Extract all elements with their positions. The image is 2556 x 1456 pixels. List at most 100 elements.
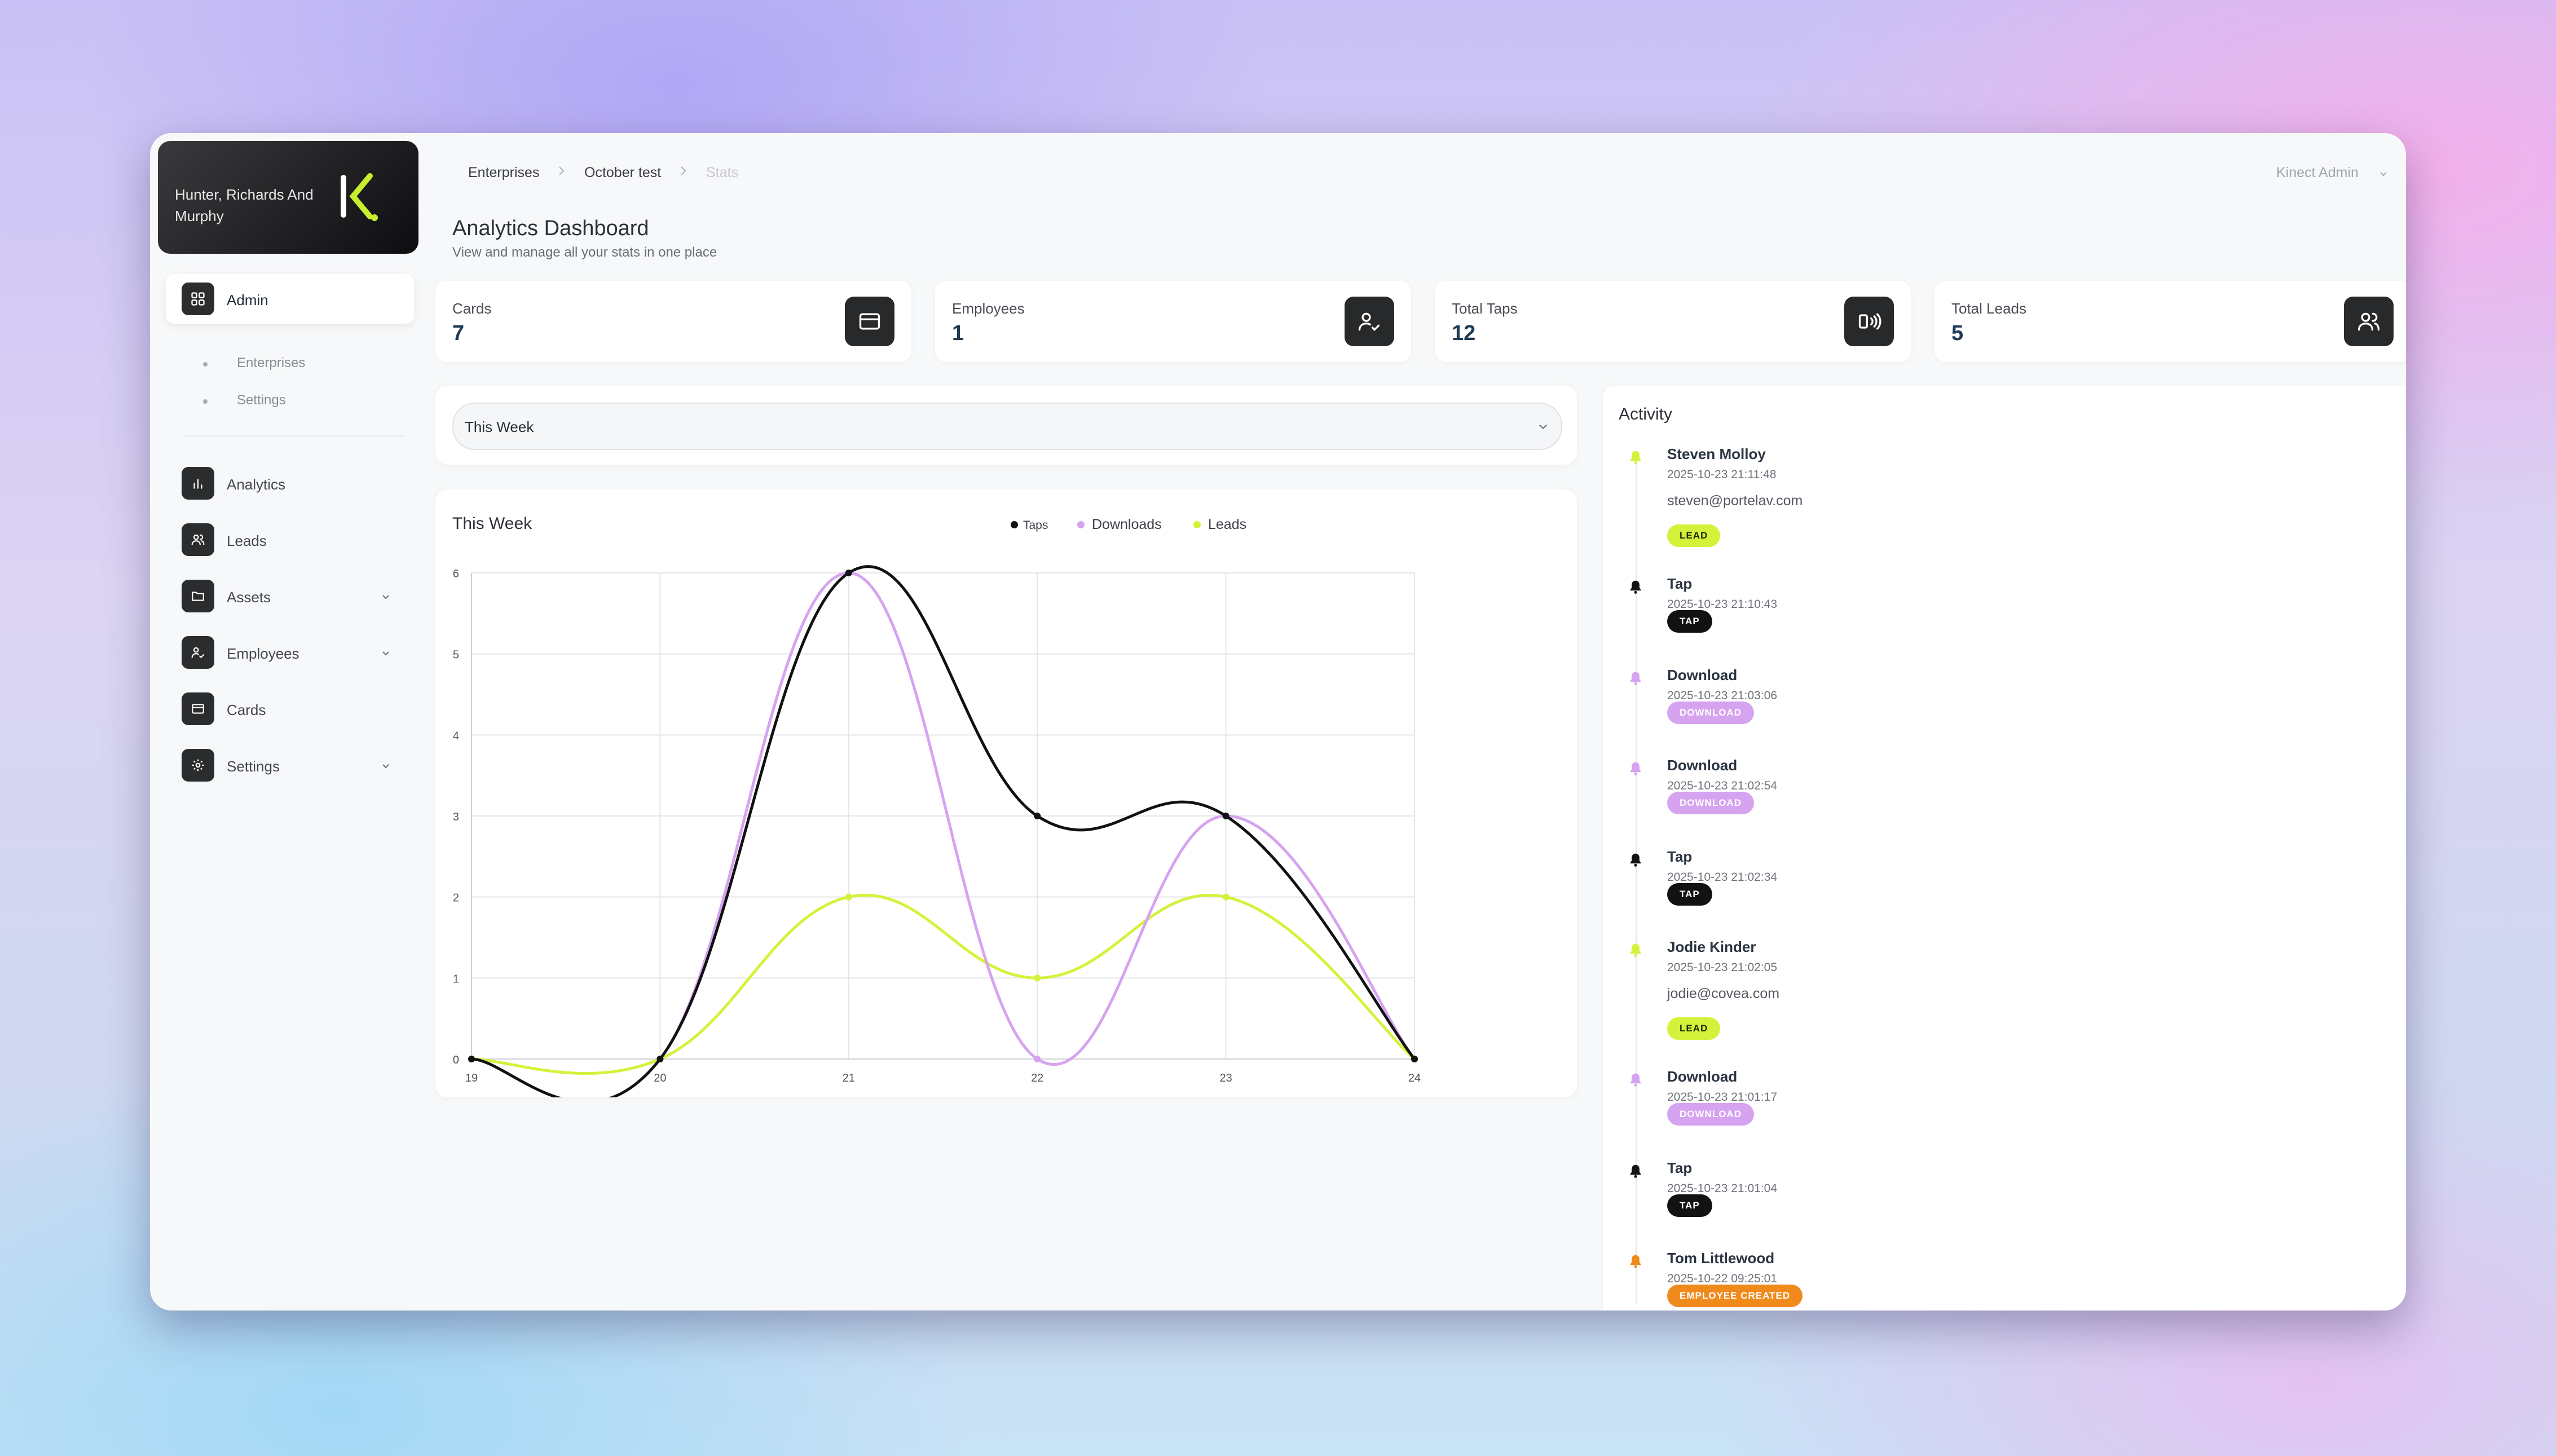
activity-timestamp: 2025-10-23 21:01:17 [1667, 1091, 1777, 1104]
legend-label-taps[interactable]: Taps [1023, 519, 1048, 532]
user-menu-label: Kinect Admin [2276, 165, 2359, 180]
company-brand-card[interactable]: Hunter, Richards And Murphy [158, 141, 418, 254]
y-tick-label: 4 [453, 730, 459, 742]
sidebar-subitem-enterprises[interactable]: Enterprises [237, 355, 306, 370]
activity-badge: EMPLOYEE CREATED [1667, 1285, 1803, 1307]
activity-badge: LEAD [1667, 524, 1721, 547]
activity-timestamp: 2025-10-23 21:03:06 [1667, 689, 1777, 702]
nfc-tap-icon [1844, 297, 1894, 346]
stat-card-total-leads: Total Leads 5 [1934, 281, 2406, 362]
sidebar: Hunter, Richards And Murphy Admin Enterp… [150, 133, 421, 1311]
data-point-taps [845, 570, 852, 576]
y-tick-label: 3 [453, 811, 459, 823]
activity-timestamp: 2025-10-23 21:01:04 [1667, 1182, 1777, 1195]
bell-icon [1630, 451, 1641, 464]
activity-item: Steven Molloy 2025-10-23 21:11:48 steven@p… [1603, 445, 1941, 547]
activity-item: Tap 2025-10-23 21:02:34 TAP [1603, 848, 1941, 927]
activity-badge: LEAD [1667, 1017, 1721, 1040]
date-range-select[interactable]: This Week [452, 403, 1562, 450]
activity-item: Tap 2025-10-23 21:10:43 TAP [1603, 575, 1941, 654]
sidebar-item-cards[interactable]: Cards [150, 689, 409, 729]
date-range-value: This Week [465, 418, 534, 435]
page-subtitle: View and manage all your stats in one pl… [452, 245, 717, 260]
chart-title: This Week [452, 514, 532, 533]
sidebar-subitem-settings[interactable]: Settings [237, 392, 286, 408]
activity-name: Download [1667, 667, 1738, 683]
legend-dot-downloads [1077, 521, 1085, 528]
x-tick-label: 21 [843, 1072, 855, 1084]
stat-value: 12 [1452, 321, 1476, 345]
sidebar-item-employees[interactable]: Employees [150, 633, 409, 672]
sidebar-item-admin[interactable]: Admin [166, 274, 414, 324]
sidebar-item-label: Cards [227, 701, 266, 718]
activity-email: jodie@covea.com [1667, 986, 1780, 1001]
sidebar-item-assets[interactable]: Assets [150, 576, 409, 616]
sidebar-divider [185, 435, 405, 436]
timeline-line [1636, 458, 1637, 1304]
sidebar-item-settings[interactable]: Settings [150, 745, 409, 785]
users-icon [2344, 297, 2394, 346]
bell-icon [1630, 853, 1641, 867]
activity-badge: DOWNLOAD [1667, 792, 1754, 814]
sidebar-item-leads[interactable]: Leads [150, 520, 409, 559]
credit-card-icon [845, 297, 894, 346]
chevron-right-icon [559, 166, 565, 175]
data-point-taps [1034, 813, 1041, 819]
sidebar-item-label: Employees [227, 645, 299, 662]
filter-card: This Week [435, 386, 1577, 465]
legend-label-downloads[interactable]: Downloads [1092, 517, 1162, 532]
y-tick-label: 1 [453, 973, 459, 985]
breadcrumb-item-october-test[interactable]: October test [584, 165, 662, 180]
series-line-downloads [471, 571, 1416, 1097]
data-point-taps [468, 1056, 475, 1062]
gear-icon [182, 749, 214, 782]
breadcrumb-item-enterprises[interactable]: Enterprises [468, 165, 540, 180]
data-point-downloads [1034, 1056, 1041, 1062]
legend-dot-leads [1193, 521, 1201, 528]
stat-card-employees: Employees 1 [935, 281, 1411, 362]
data-point-taps [1222, 813, 1229, 819]
activity-badge: TAP [1667, 1194, 1712, 1217]
activity-item: Jodie Kinder 2025-10-23 21:02:05 jodie@cov… [1603, 938, 1941, 1040]
y-tick-label: 6 [453, 568, 459, 580]
credit-card-icon [182, 692, 214, 725]
bell-icon [1630, 762, 1641, 775]
stat-label: Employees [952, 300, 1025, 317]
sidebar-item-analytics[interactable]: Analytics [150, 464, 409, 503]
activity-item: Download 2025-10-23 21:01:17 DOWNLOAD [1603, 1068, 1941, 1147]
activity-title: Activity [1619, 405, 1673, 423]
activity-name: Steven Molloy [1667, 445, 1766, 462]
stat-label: Total Leads [1951, 300, 2026, 317]
activity-name: Tap [1667, 575, 1693, 592]
series-line-leads [471, 894, 1416, 1075]
data-point-taps [1411, 1056, 1418, 1062]
user-menu[interactable]: Kinect Admin [2276, 165, 2389, 182]
activity-badge: TAP [1667, 610, 1712, 633]
activity-item: Tom Littlewood 2025-10-22 09:25:01 EMPLOYE… [1603, 1250, 1941, 1311]
company-name: Hunter, Richards And Murphy [175, 186, 314, 224]
chart-card: This Week Taps Downloads Leads 0 1 2 3 4 5 6 19… [435, 489, 1577, 1097]
bell-icon [1630, 1255, 1641, 1268]
activity-panel: Activity Steven Molloy 2025-10-23 21:11:4… [1603, 386, 2406, 1311]
sidebar-item-label: Admin [227, 292, 268, 308]
legend-label-leads[interactable]: Leads [1208, 517, 1247, 532]
series-line-taps [471, 565, 1416, 1097]
y-tick-label: 2 [453, 892, 459, 905]
x-tick-label: 19 [465, 1072, 478, 1084]
data-point-leads [845, 893, 852, 901]
stat-label: Total Taps [1452, 300, 1518, 317]
x-tick-label: 23 [1219, 1072, 1232, 1084]
data-point-taps [656, 1056, 664, 1062]
page-title: Analytics Dashboard [452, 217, 649, 240]
activity-name: Download [1667, 1068, 1738, 1085]
activity-timestamp: 2025-10-23 21:02:05 [1667, 961, 1777, 974]
activity-timestamp: 2025-10-23 21:11:48 [1667, 468, 1777, 481]
stat-value: 5 [1951, 321, 1964, 345]
stat-label: Cards [452, 300, 492, 317]
activity-badge: TAP [1667, 883, 1712, 906]
y-tick-label: 0 [453, 1054, 459, 1066]
bullet-dot [203, 362, 208, 367]
stat-value: 7 [452, 321, 465, 345]
activity-name: Tap [1667, 848, 1693, 865]
